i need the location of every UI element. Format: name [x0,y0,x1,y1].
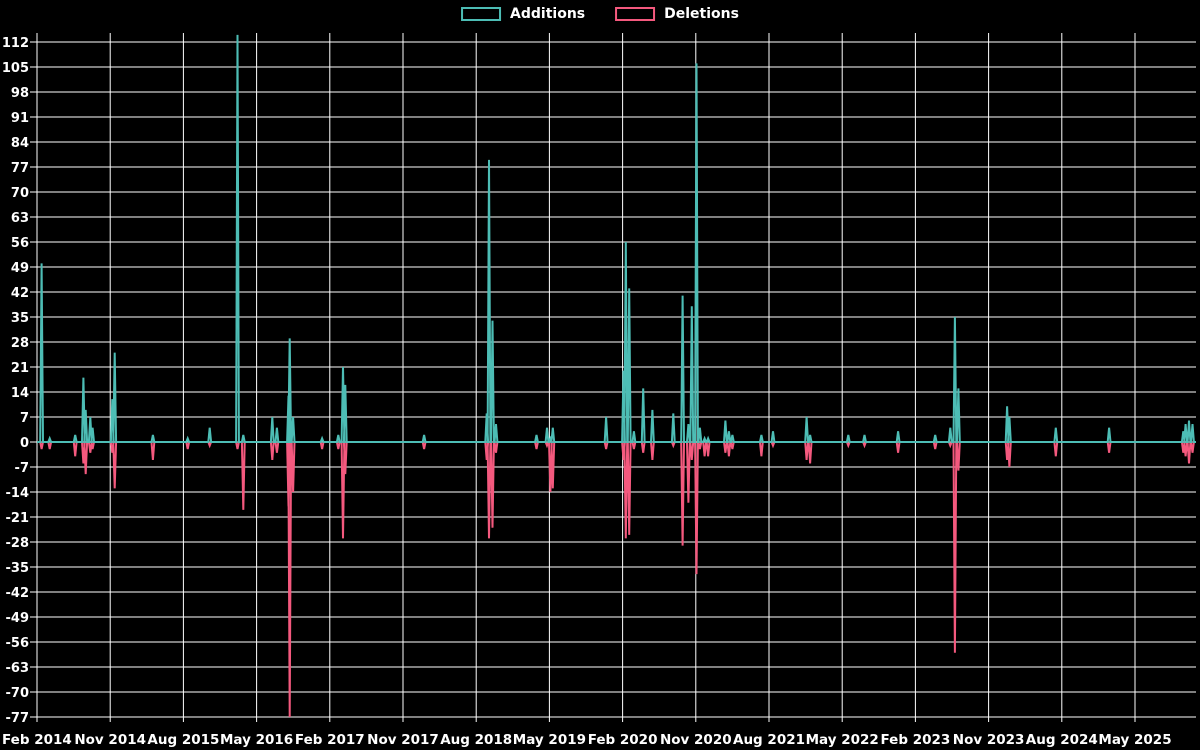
x-tick-label: Feb 2020 [588,732,658,748]
x-tick-label: Nov 2017 [367,732,439,748]
y-tick-label: 77 [11,161,29,176]
x-tick-label: Nov 2020 [660,732,732,748]
y-tick-label: -63 [6,661,30,676]
x-tick-label: May 2022 [806,732,879,748]
x-tick-label: Nov 2023 [953,732,1025,748]
x-tick-label: Aug 2021 [733,732,805,748]
x-tick-label: Nov 2014 [74,732,146,748]
y-tick-label: 14 [11,386,29,401]
y-tick-label: 112 [2,36,29,51]
y-tick-label: 21 [11,361,29,376]
y-tick-label: -70 [6,686,30,701]
x-tick-label: Feb 2014 [2,732,72,748]
x-tick-label: Aug 2015 [147,732,219,748]
x-tick-label: Feb 2017 [295,732,365,748]
y-tick-label: -49 [6,611,30,626]
y-tick-label: 28 [11,336,29,351]
legend-deletions-label: Deletions [664,6,739,22]
y-tick-label: 7 [20,411,29,426]
legend-item-additions[interactable]: Additions [461,7,585,21]
y-tick-label: 56 [11,236,29,251]
additions-line [37,34,1196,443]
y-tick-label: 70 [11,186,29,201]
x-tick-label: May 2019 [513,732,586,748]
legend-item-deletions[interactable]: Deletions [615,7,739,21]
x-tick-label: Aug 2024 [1026,732,1098,748]
x-tick-label: Feb 2023 [881,732,951,748]
y-tick-label: -28 [6,536,30,551]
y-tick-label: 42 [11,286,29,301]
chart-legend: Additions Deletions [461,7,739,21]
deletions-swatch-icon [615,7,656,21]
x-tick-label: May 2025 [1098,732,1171,748]
legend-additions-label: Additions [510,6,586,22]
y-tick-label: -7 [15,461,29,476]
x-tick-label: Aug 2018 [440,732,512,748]
deletions-line [37,441,1196,718]
y-tick-label: 0 [20,436,29,451]
x-tick-label: May 2016 [220,732,293,748]
y-tick-label: -21 [6,511,30,526]
y-tick-label: 63 [11,211,29,226]
y-tick-label: -35 [6,561,30,576]
y-tick-label: 35 [11,311,29,326]
y-tick-label: -77 [6,711,30,726]
y-tick-label: 84 [11,136,29,151]
y-tick-label: 91 [11,111,29,126]
y-tick-label: -42 [6,586,30,601]
y-tick-label: 98 [11,86,29,101]
y-tick-label: -56 [6,636,30,651]
y-tick-label: -14 [6,486,30,501]
y-tick-label: 49 [11,261,29,276]
y-tick-label: 105 [2,61,29,76]
additions-swatch-icon [461,7,502,21]
